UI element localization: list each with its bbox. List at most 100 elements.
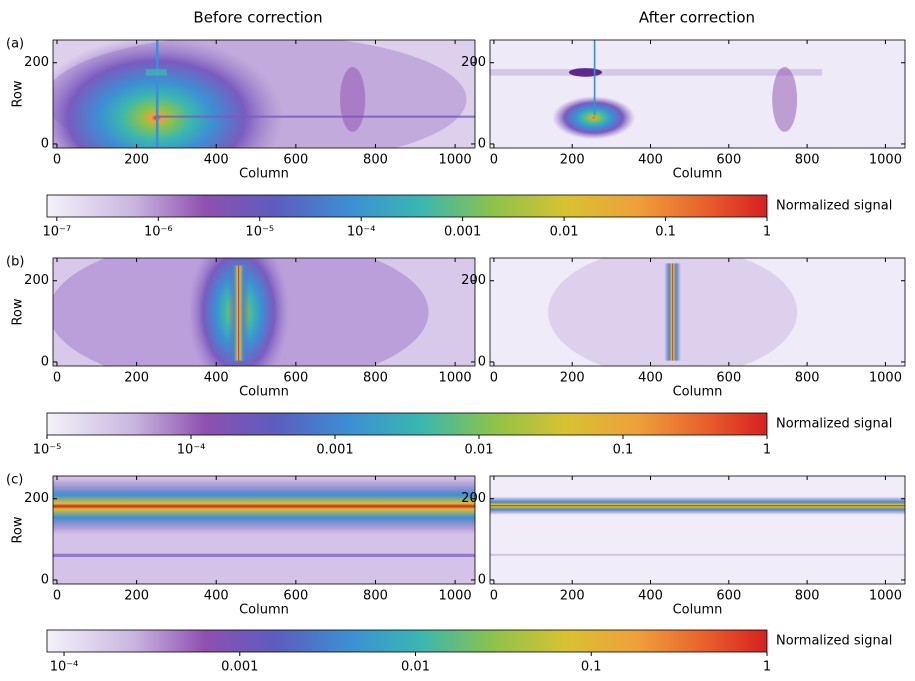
colorbar-label: Normalized signal: [776, 417, 892, 432]
y-tick-label: 200: [24, 55, 49, 70]
y-tick-label: 0: [41, 354, 49, 369]
x-tick-label: 1000: [869, 371, 902, 386]
image-feature: [664, 263, 681, 361]
x-tick-label: 600: [716, 371, 741, 386]
x-tick-label: 800: [363, 153, 388, 168]
x-tick-label: 200: [124, 153, 149, 168]
colorbar-tick-label: 0.1: [613, 443, 634, 458]
colorbar: [46, 629, 768, 653]
x-axis-label: Column: [239, 167, 289, 182]
image-feature: [156, 115, 475, 118]
x-tick-label: 1000: [869, 589, 902, 604]
x-axis-label: Column: [673, 603, 723, 618]
colorbar-tick-label: 0.001: [444, 225, 481, 240]
image-feature: [490, 69, 822, 76]
colorbar-tick-label: 10⁻⁶: [144, 225, 173, 240]
x-tick-label: 200: [560, 371, 585, 386]
image-feature: [145, 69, 167, 76]
y-tick-label: 200: [461, 55, 486, 70]
colorbar-tick-label: 0.01: [550, 225, 579, 240]
heatmap-image: [53, 476, 475, 584]
x-axis-label: Column: [673, 167, 723, 182]
x-tick-label: 0: [53, 589, 61, 604]
x-tick-label: 400: [204, 153, 229, 168]
x-tick-label: 600: [283, 153, 308, 168]
colorbar-label: Normalized signal: [776, 634, 892, 649]
y-axis-label: Row: [11, 80, 26, 107]
image-feature: [552, 96, 636, 140]
x-tick-label: 800: [363, 371, 388, 386]
plot-frame: [489, 39, 906, 149]
x-tick-label: 400: [204, 589, 229, 604]
x-tick-label: 800: [795, 589, 820, 604]
x-tick-label: 600: [716, 589, 741, 604]
colorbar-tick-label: 1: [763, 443, 771, 458]
image-feature: [53, 478, 475, 535]
y-tick-label: 0: [478, 572, 486, 587]
image-feature: [490, 553, 905, 556]
image-feature: [490, 40, 905, 148]
y-tick-label: 0: [478, 354, 486, 369]
x-tick-label: 1000: [439, 371, 472, 386]
image-feature: [568, 68, 603, 77]
x-tick-label: 1000: [439, 153, 472, 168]
x-tick-label: 600: [283, 371, 308, 386]
column-title: Before correction: [193, 9, 322, 27]
x-tick-label: 200: [124, 371, 149, 386]
image-feature: [593, 40, 596, 116]
colorbar-tick-label: 10⁻⁷: [43, 225, 72, 240]
y-tick-label: 200: [24, 273, 49, 288]
plot-frame: [52, 257, 476, 367]
panel-label: (b): [6, 255, 24, 270]
x-tick-label: 800: [795, 153, 820, 168]
colorbar-tick-label: 0.1: [581, 660, 602, 675]
colorbar-tick-label: 0.001: [221, 660, 258, 675]
x-axis-label: Column: [673, 385, 723, 400]
colorbar-tick-label: 10⁻⁴: [50, 660, 79, 675]
image-feature: [339, 67, 366, 132]
x-tick-label: 0: [490, 153, 498, 168]
x-tick-label: 200: [124, 589, 149, 604]
colorbar-tick-label: 1: [763, 660, 771, 675]
colorbar: [46, 412, 768, 436]
colorbar-tick-label: 0.001: [316, 443, 353, 458]
x-tick-label: 0: [490, 371, 498, 386]
x-tick-label: 1000: [869, 153, 902, 168]
x-tick-label: 800: [795, 371, 820, 386]
colorbar-tick-label: 10⁻⁴: [177, 443, 206, 458]
x-tick-label: 1000: [439, 589, 472, 604]
x-axis-label: Column: [239, 603, 289, 618]
x-tick-label: 200: [560, 153, 585, 168]
x-tick-label: 400: [638, 589, 663, 604]
column-title: After correction: [639, 9, 755, 27]
plot-frame: [52, 39, 476, 149]
image-feature: [228, 265, 250, 361]
colorbar-label: Normalized signal: [776, 199, 892, 214]
y-tick-label: 0: [478, 136, 486, 151]
panel-label: (a): [6, 37, 24, 52]
heatmap-image: [490, 40, 905, 148]
x-tick-label: 400: [204, 371, 229, 386]
x-axis-label: Column: [239, 385, 289, 400]
image-feature: [155, 40, 159, 148]
image-feature: [53, 40, 283, 148]
y-tick-label: 0: [41, 572, 49, 587]
plot-frame: [489, 257, 906, 367]
y-axis-label: Row: [11, 298, 26, 325]
colorbar-tick-label: 0.1: [655, 225, 676, 240]
y-axis-label: Row: [11, 516, 26, 543]
x-tick-label: 200: [560, 589, 585, 604]
plot-frame: [489, 475, 906, 585]
y-tick-label: 200: [24, 491, 49, 506]
image-feature: [490, 476, 905, 584]
colorbar-tick-label: 0.01: [465, 443, 494, 458]
x-tick-label: 400: [638, 153, 663, 168]
colorbar-tick-label: 10⁻⁵: [33, 443, 62, 458]
colorbar: [46, 194, 768, 218]
heatmap-image: [53, 258, 475, 366]
x-tick-label: 0: [53, 153, 61, 168]
colorbar-tick-label: 0.01: [401, 660, 430, 675]
colorbar-tick-label: 10⁻⁵: [245, 225, 274, 240]
image-feature: [490, 496, 905, 515]
